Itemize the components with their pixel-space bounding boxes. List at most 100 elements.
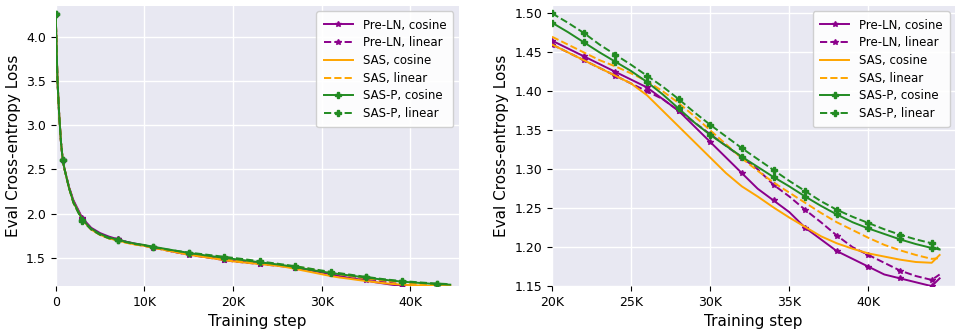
SAS, linear (626, 71, 637, 75)
SAS-P, linear (609, 53, 621, 57)
Legend: Pre-LN, cosine, Pre-LN, linear, SAS, cosine, SAS, linear, SAS-P, cosine, SAS-P, : Pre-LN, cosine, Pre-LN, linear, SAS, cos… (316, 11, 454, 127)
SAS-P, cosine (863, 226, 875, 230)
SAS, linear (926, 257, 938, 261)
Pre-LN, linear (736, 155, 748, 159)
Pre-LN, cosine (910, 280, 922, 284)
SAS, linear (800, 201, 811, 205)
Line: Pre-LN, linear: Pre-LN, linear (53, 12, 453, 291)
Pre-LN, cosine (562, 47, 574, 51)
Pre-LN, linear (863, 253, 875, 257)
SAS-P, cosine (325, 271, 336, 275)
SAS, cosine (863, 252, 875, 256)
Pre-LN, cosine (783, 210, 795, 214)
Pre-LN, cosine (445, 286, 456, 290)
SAS, linear (736, 156, 748, 160)
Line: SAS, linear: SAS, linear (552, 37, 940, 259)
Pre-LN, linear (910, 274, 922, 278)
SAS, linear (768, 181, 779, 185)
SAS, cosine (847, 247, 858, 251)
Pre-LN, cosine (641, 85, 653, 89)
SAS-P, cosine (736, 155, 748, 159)
SAS-P, linear (721, 134, 732, 138)
SAS-P, linear (138, 244, 150, 248)
SAS, linear (298, 266, 309, 270)
Pre-LN, linear (626, 81, 637, 85)
Pre-LN, cosine (934, 276, 946, 280)
Line: Pre-LN, cosine: Pre-LN, cosine (550, 38, 943, 289)
Pre-LN, linear (594, 66, 605, 70)
SAS-P, cosine (878, 232, 890, 236)
SAS, cosine (609, 74, 621, 78)
SAS-P, linear (50, 12, 62, 16)
SAS-P, cosine (783, 184, 795, 188)
SAS, cosine (445, 283, 456, 287)
SAS-P, cosine (934, 248, 946, 252)
SAS, cosine (673, 124, 684, 128)
SAS, linear (895, 248, 906, 252)
SAS, linear (445, 284, 456, 288)
Pre-LN, linear (50, 12, 62, 16)
SAS-P, linear (594, 43, 605, 47)
SAS, linear (578, 50, 589, 54)
SAS, linear (752, 169, 763, 173)
Pre-LN, cosine (721, 155, 732, 159)
SAS, linear (815, 211, 826, 215)
SAS-P, cosine (626, 69, 637, 73)
SAS-P, cosine (704, 133, 716, 137)
SAS-P, cosine (50, 12, 62, 16)
SAS, linear (783, 191, 795, 195)
SAS-P, linear (298, 266, 309, 270)
SAS, linear (147, 246, 159, 250)
Pre-LN, cosine (325, 272, 336, 276)
SAS-P, cosine (815, 204, 826, 208)
SAS-P, cosine (752, 165, 763, 169)
Pre-LN, cosine (768, 198, 779, 202)
SAS-P, cosine (689, 121, 701, 125)
Pre-LN, linear (641, 89, 653, 93)
SAS-P, cosine (594, 50, 605, 54)
SAS-P, cosine (298, 267, 309, 271)
SAS-P, linear (815, 199, 826, 203)
Pre-LN, linear (895, 269, 906, 273)
SAS, cosine (431, 284, 443, 288)
Pre-LN, cosine (736, 171, 748, 175)
SAS, linear (138, 244, 150, 248)
Pre-LN, cosine (103, 234, 114, 239)
Pre-LN, linear (768, 183, 779, 187)
SAS-P, linear (147, 245, 159, 249)
SAS-P, cosine (138, 243, 150, 247)
Pre-LN, linear (546, 43, 557, 47)
SAS, cosine (103, 237, 114, 241)
Pre-LN, cosine (831, 249, 843, 253)
Pre-LN, cosine (298, 267, 309, 271)
Pre-LN, cosine (440, 287, 452, 291)
Pre-LN, linear (934, 272, 946, 276)
Line: SAS-P, cosine: SAS-P, cosine (550, 20, 943, 252)
SAS-P, linear (831, 208, 843, 212)
SAS-P, cosine (800, 195, 811, 199)
Pre-LN, cosine (815, 238, 826, 242)
SAS-P, linear (440, 282, 452, 286)
X-axis label: Training step: Training step (704, 315, 803, 329)
SAS-P, linear (783, 179, 795, 183)
SAS-P, linear (752, 157, 763, 161)
Line: SAS, cosine: SAS, cosine (552, 45, 940, 263)
SAS, cosine (878, 255, 890, 259)
SAS, linear (103, 237, 114, 241)
SAS-P, linear (910, 238, 922, 242)
SAS, cosine (594, 66, 605, 70)
SAS-P, cosine (831, 212, 843, 216)
Pre-LN, cosine (673, 109, 684, 113)
Line: SAS-P, linear: SAS-P, linear (53, 12, 453, 287)
SAS, linear (721, 142, 732, 146)
Pre-LN, cosine (50, 12, 62, 16)
Line: SAS, linear: SAS, linear (56, 14, 451, 286)
Pre-LN, linear (298, 267, 309, 271)
SAS, linear (657, 89, 669, 93)
SAS, cosine (147, 246, 159, 250)
SAS, linear (50, 12, 62, 16)
Pre-LN, linear (815, 220, 826, 224)
SAS, cosine (736, 184, 748, 188)
SAS-P, cosine (895, 238, 906, 242)
Pre-LN, cosine (847, 257, 858, 261)
